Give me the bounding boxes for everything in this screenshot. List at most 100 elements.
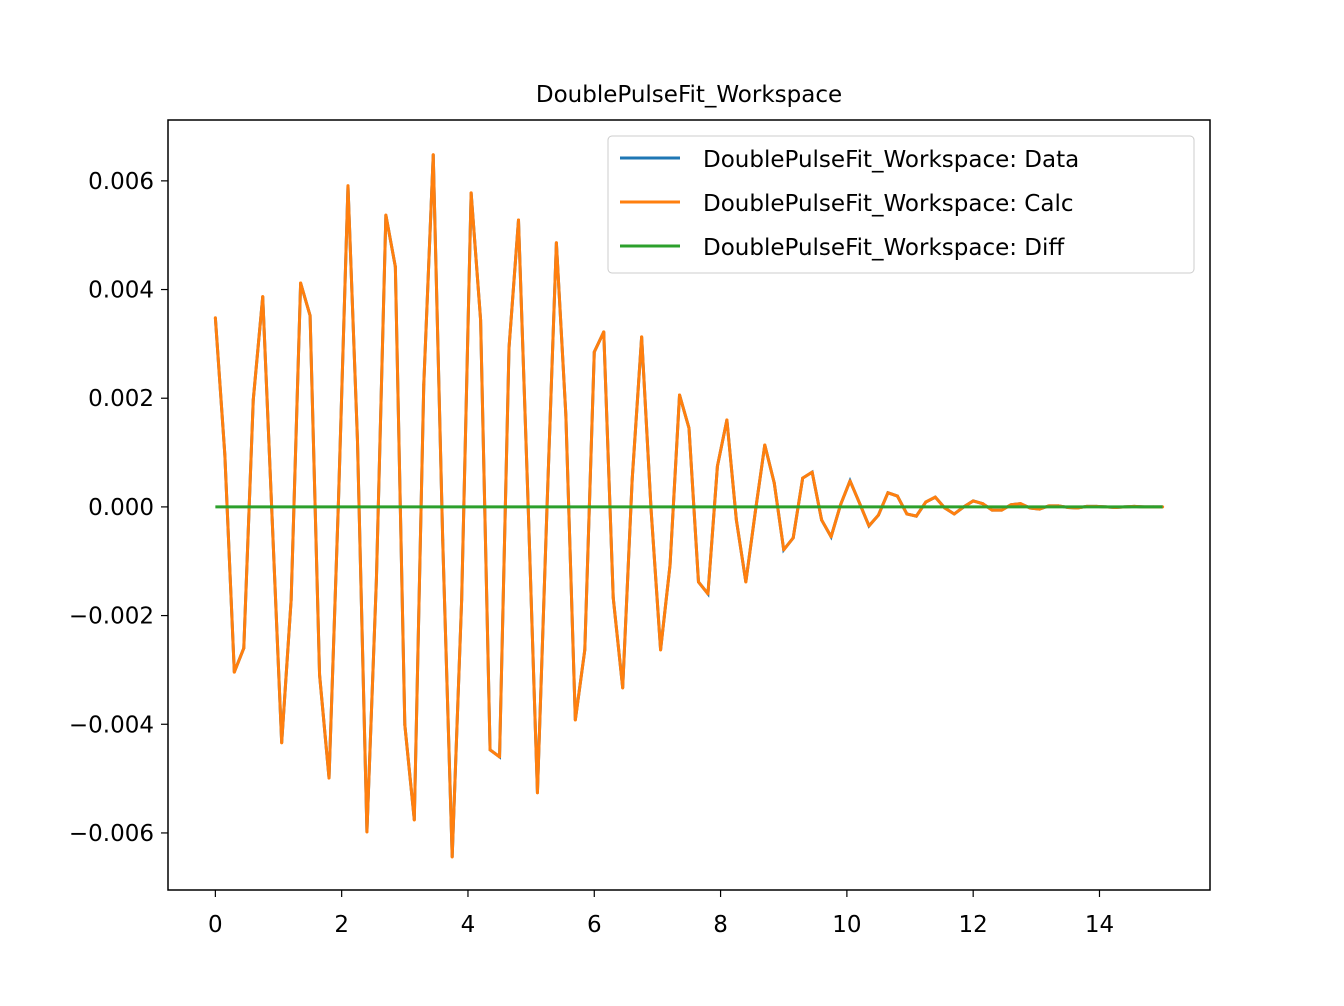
y-tick-label: 0.006 [88,169,154,195]
x-tick-label: 0 [208,912,223,938]
calc-point [213,316,217,320]
calc-point [280,741,284,745]
calc-point [507,346,511,350]
y-tick-label: −0.006 [69,821,154,847]
legend: DoublePulseFit_Workspace: Data DoublePul… [607,135,1195,274]
calc-point [422,383,426,387]
calc-point [431,153,435,157]
calc-point [384,213,388,217]
y-tick-label: 0.002 [88,386,154,412]
calc-point [924,500,928,504]
x-tick-label: 14 [1085,912,1114,938]
calc-point [403,723,407,727]
calc-point [318,673,322,677]
calc-point [678,393,682,397]
x-tick-label: 4 [461,912,476,938]
calc-point [820,518,824,522]
x-tick-label: 10 [832,912,861,938]
calc-point [763,443,767,447]
calc-point [782,548,786,552]
calc-point [412,818,416,822]
calc-point [498,755,502,759]
x-tick-label: 8 [713,912,728,938]
calc-point [242,646,246,650]
calc-point [251,398,255,402]
calc-point [914,514,918,518]
calc-point [621,686,625,690]
calc-point [232,670,236,674]
y-tick-label: −0.002 [69,604,154,630]
x-axis: 0 2 4 6 8 10 12 14 [208,890,1114,938]
x-tick-label: 6 [587,912,602,938]
calc-point [867,524,871,528]
x-tick-label: 12 [959,912,988,938]
calc-point [791,536,795,540]
calc-point [725,418,729,422]
chart-title: DoublePulseFit_Workspace [536,82,842,108]
calc-point [535,791,539,795]
calc-point [1000,508,1004,512]
calc-point [337,498,341,502]
calc-point [744,580,748,584]
calc-point [516,218,520,222]
calc-point [630,478,634,482]
calc-point [687,426,691,430]
calc-point [801,476,805,480]
calc-point [602,330,606,334]
calc-point [289,598,293,602]
calc-point [299,281,303,285]
calc-point [696,580,700,584]
calc-point [365,830,369,834]
y-axis: −0.006 −0.004 −0.002 0.000 0.002 0.004 0.006 [69,169,168,847]
calc-point [346,184,350,188]
calc-point [668,563,672,567]
calc-point [583,648,587,652]
calc-point [554,241,558,245]
calc-point [715,464,719,468]
calc-point [441,538,445,542]
calc-point [488,748,492,752]
y-tick-label: 0.004 [88,278,154,304]
calc-point [734,518,738,522]
calc-point [526,498,530,502]
calc-point [270,518,274,522]
calc-point [355,438,359,442]
calc-point [308,314,312,318]
legend-label-diff: DoublePulseFit_Workspace: Diff [703,235,1065,261]
calc-point [659,648,663,652]
y-tick-label: 0.000 [88,495,154,521]
calc-point [895,494,899,498]
calc-point [886,491,890,495]
calc-point [640,335,644,339]
calc-point [223,453,227,457]
calc-point [460,598,464,602]
series-calc-points [213,153,1165,859]
calc-point [990,508,994,512]
plot-area [213,153,1165,859]
axes-frame [167,119,1211,891]
calc-point [374,578,378,582]
calc-point [858,501,862,505]
calc-point [592,350,596,354]
calc-point [933,495,937,499]
calc-point [876,513,880,517]
calc-point [981,502,985,506]
calc-point [810,470,814,474]
calc-point [829,535,833,539]
calc-point [450,855,454,859]
calc-point [573,718,577,722]
calc-point [971,499,975,503]
calc-point [564,413,568,417]
calc-point [772,481,776,485]
calc-point [1019,502,1023,506]
legend-label-calc: DoublePulseFit_Workspace: Calc [703,191,1074,217]
calc-point [469,191,473,195]
calc-point [545,508,549,512]
calc-point [952,512,956,516]
calc-point [327,776,331,780]
calc-point [611,596,615,600]
x-tick-label: 2 [334,912,349,938]
calc-point [753,510,757,514]
legend-label-data: DoublePulseFit_Workspace: Data [703,147,1079,173]
